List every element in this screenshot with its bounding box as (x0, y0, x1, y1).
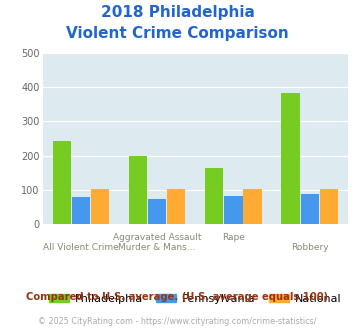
Legend: Philadelphia, Pennsylvania, National: Philadelphia, Pennsylvania, National (45, 289, 346, 308)
Text: Robbery: Robbery (291, 243, 328, 251)
Bar (53, 141, 71, 224)
Bar (129, 156, 147, 224)
Bar (205, 168, 224, 224)
Bar (224, 196, 242, 224)
Bar (282, 93, 300, 224)
Text: Rape: Rape (222, 233, 245, 242)
Text: Compared to U.S. average. (U.S. average equals 100): Compared to U.S. average. (U.S. average … (26, 292, 329, 302)
Bar (91, 189, 109, 224)
Text: 2018 Philadelphia: 2018 Philadelphia (100, 5, 255, 20)
Text: Violent Crime Comparison: Violent Crime Comparison (66, 26, 289, 41)
Bar (301, 193, 319, 224)
Text: Murder & Mans...: Murder & Mans... (119, 243, 196, 251)
Text: Aggravated Assault: Aggravated Assault (113, 233, 201, 242)
Bar (148, 199, 166, 224)
Text: © 2025 CityRating.com - https://www.cityrating.com/crime-statistics/: © 2025 CityRating.com - https://www.city… (38, 317, 317, 326)
Bar (243, 189, 262, 224)
Bar (167, 189, 185, 224)
Bar (72, 197, 90, 224)
Text: All Violent Crime: All Violent Crime (43, 243, 119, 251)
Bar (320, 189, 338, 224)
